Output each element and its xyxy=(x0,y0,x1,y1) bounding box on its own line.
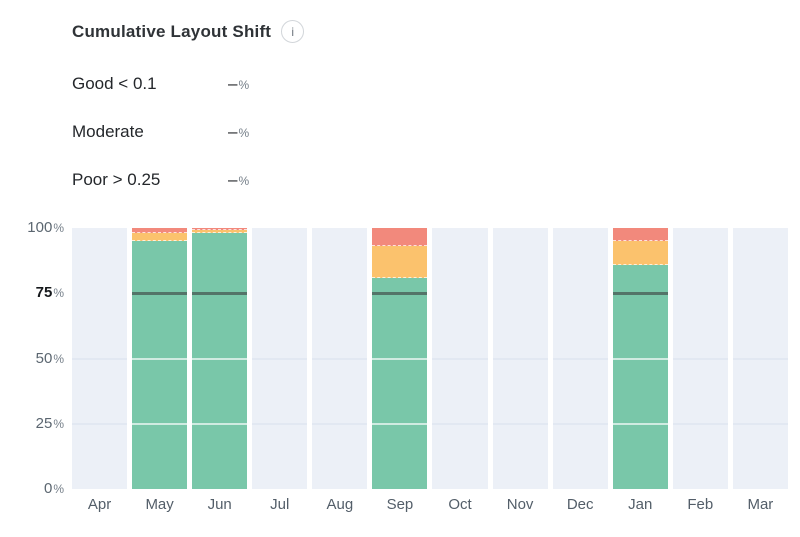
legend-label-poor: Poor > 0.25 xyxy=(72,170,161,189)
segment-good xyxy=(372,277,428,489)
segment-poor xyxy=(372,228,428,247)
x-axis: Apr May Jun Jul Aug Sep Oct Nov Dec Jan Feb Mar xyxy=(72,496,788,513)
segment-moderate xyxy=(192,230,248,234)
x-axis-label-jul: Jul xyxy=(270,496,290,513)
y-axis-tick: 0% xyxy=(43,480,64,497)
y-axis-tick: 25% xyxy=(35,414,64,432)
segment-poor xyxy=(612,228,668,242)
x-axis-label-dec: Dec xyxy=(566,496,594,513)
empty-track-aug xyxy=(312,228,368,489)
y-axis-tick: 50% xyxy=(35,349,64,367)
segment-moderate xyxy=(132,233,188,242)
empty-track-apr xyxy=(72,228,128,489)
y-axis: 100% 75% 50% 25% 0% xyxy=(0,219,64,497)
gridline-25 xyxy=(132,422,188,425)
gridline-50 xyxy=(132,357,188,360)
gridline-50 xyxy=(732,357,788,360)
gridline-50 xyxy=(72,357,128,360)
bar-sep[interactable] xyxy=(372,228,428,489)
threshold-line xyxy=(192,291,248,295)
gridline-50 xyxy=(612,357,668,360)
empty-track-oct xyxy=(432,228,488,489)
page-title: Cumulative Layout Shift xyxy=(72,21,272,41)
gridline-25 xyxy=(72,422,128,425)
gridline-25 xyxy=(252,422,308,425)
gridline-50 xyxy=(192,357,248,360)
gridline-25 xyxy=(432,422,488,425)
segment-moderate xyxy=(612,241,668,265)
gridline-25 xyxy=(672,422,728,425)
legend-value-poor: –% xyxy=(228,170,250,189)
x-axis-label-oct: Oct xyxy=(448,496,472,513)
segment-poor xyxy=(192,228,248,231)
bar-jan[interactable] xyxy=(612,228,668,489)
legend-row-good: Good < 0.1 –% xyxy=(72,74,249,96)
y-axis-tick: 75% xyxy=(35,284,64,302)
gridline-50 xyxy=(312,357,368,360)
gridline-50 xyxy=(372,357,428,360)
legend-value-good: –% xyxy=(228,74,250,93)
bar-may[interactable] xyxy=(132,228,188,489)
x-axis-label-feb: Feb xyxy=(687,496,714,513)
legend-row-moderate: Moderate –% xyxy=(72,122,249,144)
x-axis-label-jan: Jan xyxy=(628,496,653,513)
x-axis-label-sep: Sep xyxy=(386,496,414,513)
gridline-25 xyxy=(312,422,368,425)
info-icon[interactable]: i xyxy=(281,20,305,43)
gridline-25 xyxy=(612,422,668,425)
segment-moderate xyxy=(372,246,428,278)
segment-good xyxy=(612,264,668,489)
x-axis-label-may: May xyxy=(145,496,174,513)
legend: Good < 0.1 –% Moderate –% Poor > 0.25 –% xyxy=(72,74,249,218)
gridline-50 xyxy=(552,357,608,360)
segment-good xyxy=(192,233,248,489)
threshold-line xyxy=(612,291,668,295)
segment-poor xyxy=(132,228,188,234)
empty-track-feb xyxy=(672,228,728,489)
gridline-25 xyxy=(732,422,788,425)
empty-track-dec xyxy=(552,228,608,489)
legend-label-moderate: Moderate xyxy=(72,122,144,141)
gridline-50 xyxy=(672,357,728,360)
legend-value-moderate: –% xyxy=(228,122,250,141)
legend-label-good: Good < 0.1 xyxy=(72,74,157,93)
x-axis-label-mar: Mar xyxy=(747,496,774,513)
empty-track-jul xyxy=(252,228,308,489)
gridline-50 xyxy=(432,357,488,360)
gridline-25 xyxy=(192,422,248,425)
plot-area xyxy=(72,228,788,489)
bar-jun[interactable] xyxy=(192,228,248,489)
legend-row-poor: Poor > 0.25 –% xyxy=(72,170,249,192)
panel-header: Cumulative Layout Shift i xyxy=(72,20,305,43)
segment-good xyxy=(132,241,188,489)
gridline-50 xyxy=(252,357,308,360)
y-axis-tick: 100% xyxy=(27,219,64,236)
x-axis-label-nov: Nov xyxy=(506,496,534,513)
gridline-25 xyxy=(492,422,548,425)
empty-track-nov xyxy=(492,228,548,489)
x-axis-label-jun: Jun xyxy=(207,496,232,513)
gridline-25 xyxy=(552,422,608,425)
threshold-line xyxy=(372,291,428,295)
threshold-line xyxy=(132,291,188,295)
gridline-25 xyxy=(372,422,428,425)
x-axis-label-aug: Aug xyxy=(326,496,354,513)
x-axis-label-apr: Apr xyxy=(87,496,112,513)
gridline-50 xyxy=(492,357,548,360)
empty-track-mar xyxy=(732,228,788,489)
